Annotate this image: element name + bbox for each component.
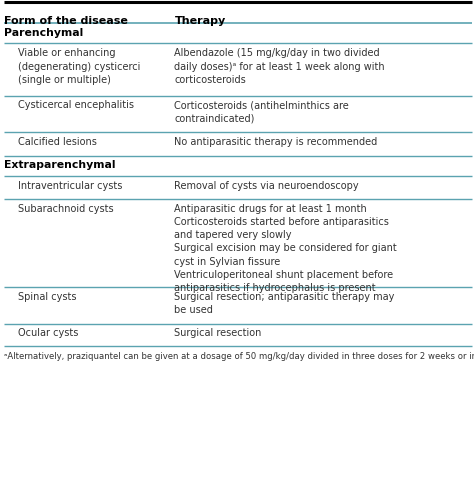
Text: Calcified lesions: Calcified lesions — [18, 137, 97, 147]
Text: Intraventricular cysts: Intraventricular cysts — [18, 181, 122, 191]
Text: Spinal cysts: Spinal cysts — [18, 292, 76, 302]
Text: Removal of cysts via neuroendoscopy: Removal of cysts via neuroendoscopy — [174, 181, 359, 191]
Text: Albendazole (15 mg/kg/day in two divided
daily doses)ᵃ for at least 1 week along: Albendazole (15 mg/kg/day in two divided… — [174, 48, 385, 85]
Text: No antiparasitic therapy is recommended: No antiparasitic therapy is recommended — [174, 137, 378, 147]
Text: Ocular cysts: Ocular cysts — [18, 328, 78, 339]
Text: Cysticercal encephalitis: Cysticercal encephalitis — [18, 100, 134, 111]
Text: Surgical resection: Surgical resection — [174, 328, 262, 339]
Text: Form of the disease: Form of the disease — [4, 16, 128, 26]
Text: Antiparasitic drugs for at least 1 month
Corticosteroids started before antipara: Antiparasitic drugs for at least 1 month… — [174, 204, 397, 293]
Text: Corticosteroids (antihelminthics are
contraindicated): Corticosteroids (antihelminthics are con… — [174, 100, 349, 124]
Text: Subarachnoid cysts: Subarachnoid cysts — [18, 204, 114, 214]
Text: Surgical resection; antiparasitic therapy may
be used: Surgical resection; antiparasitic therap… — [174, 292, 395, 315]
Text: ᵃAlternatively, praziquantel can be given at a dosage of 50 mg/kg/day divided in: ᵃAlternatively, praziquantel can be give… — [4, 352, 474, 361]
Text: Therapy: Therapy — [174, 16, 226, 26]
Text: Viable or enhancing
(degenerating) cysticerci
(single or multiple): Viable or enhancing (degenerating) cysti… — [18, 48, 140, 85]
Text: Parenchymal: Parenchymal — [4, 28, 83, 38]
Text: Extraparenchymal: Extraparenchymal — [4, 160, 115, 170]
